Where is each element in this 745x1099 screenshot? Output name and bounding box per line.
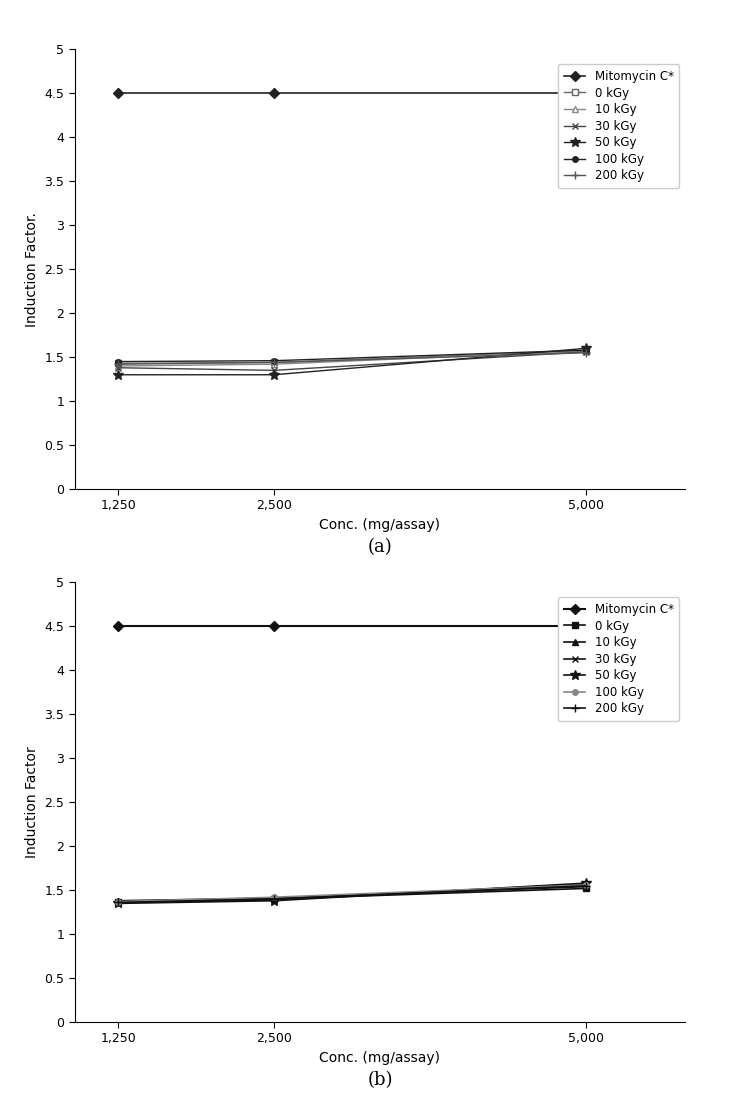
10 kGy [114, 895, 123, 908]
Mitomycin C* [270, 620, 279, 633]
30 kGy [270, 893, 279, 907]
200 kGy [581, 879, 590, 892]
Mitomycin C* [114, 620, 123, 633]
Mitomycin C* [581, 620, 590, 633]
0 kGy [114, 357, 123, 370]
Line: 50 kGy: 50 kGy [113, 878, 591, 908]
100 kGy [270, 354, 279, 367]
50 kGy [114, 368, 123, 381]
10 kGy [270, 891, 279, 904]
30 kGy [581, 877, 590, 890]
Mitomycin C* [270, 87, 279, 100]
Line: Mitomycin C*: Mitomycin C* [115, 623, 589, 630]
50 kGy [270, 895, 279, 908]
Line: 10 kGy: 10 kGy [115, 348, 589, 369]
Line: 200 kGy: 200 kGy [114, 881, 590, 907]
0 kGy [270, 356, 279, 369]
0 kGy [114, 895, 123, 908]
Line: Mitomycin C*: Mitomycin C* [115, 90, 589, 97]
Line: 30 kGy: 30 kGy [115, 348, 589, 374]
100 kGy [114, 895, 123, 908]
Text: (b): (b) [367, 1072, 393, 1089]
10 kGy [114, 359, 123, 373]
30 kGy [581, 345, 590, 358]
200 kGy [270, 356, 279, 369]
100 kGy [270, 890, 279, 903]
200 kGy [114, 357, 123, 370]
Legend: Mitomycin C*, 0 kGy, 10 kGy, 30 kGy, 50 kGy, 100 kGy, 200 kGy: Mitomycin C*, 0 kGy, 10 kGy, 30 kGy, 50 … [558, 597, 679, 721]
50 kGy [581, 877, 590, 890]
10 kGy [270, 357, 279, 370]
0 kGy [581, 881, 590, 895]
Y-axis label: Induction Factor: Induction Factor [25, 746, 39, 858]
200 kGy [270, 892, 279, 906]
30 kGy [114, 362, 123, 375]
Text: (a): (a) [367, 539, 393, 556]
100 kGy [581, 344, 590, 357]
0 kGy [270, 892, 279, 906]
X-axis label: Conc. (mg/assay): Conc. (mg/assay) [320, 1051, 440, 1065]
50 kGy [581, 342, 590, 355]
Line: 10 kGy: 10 kGy [115, 884, 589, 903]
100 kGy [114, 355, 123, 368]
200 kGy [581, 346, 590, 359]
Line: 50 kGy: 50 kGy [113, 344, 591, 379]
Mitomycin C* [581, 87, 590, 100]
50 kGy [270, 368, 279, 381]
Mitomycin C* [114, 87, 123, 100]
Line: 0 kGy: 0 kGy [115, 348, 589, 366]
X-axis label: Conc. (mg/assay): Conc. (mg/assay) [320, 518, 440, 532]
200 kGy [114, 896, 123, 909]
0 kGy [581, 344, 590, 357]
Line: 100 kGy: 100 kGy [115, 882, 589, 904]
Line: 200 kGy: 200 kGy [114, 348, 590, 368]
Line: 30 kGy: 30 kGy [115, 880, 589, 906]
Y-axis label: Induction Factor.: Induction Factor. [25, 212, 39, 326]
100 kGy [581, 878, 590, 891]
10 kGy [581, 880, 590, 893]
Legend: Mitomycin C*, 0 kGy, 10 kGy, 30 kGy, 50 kGy, 100 kGy, 200 kGy: Mitomycin C*, 0 kGy, 10 kGy, 30 kGy, 50 … [558, 64, 679, 188]
Line: 0 kGy: 0 kGy [115, 886, 589, 904]
10 kGy [581, 344, 590, 357]
30 kGy [270, 364, 279, 377]
Line: 100 kGy: 100 kGy [115, 347, 589, 365]
30 kGy [114, 896, 123, 909]
50 kGy [114, 897, 123, 910]
